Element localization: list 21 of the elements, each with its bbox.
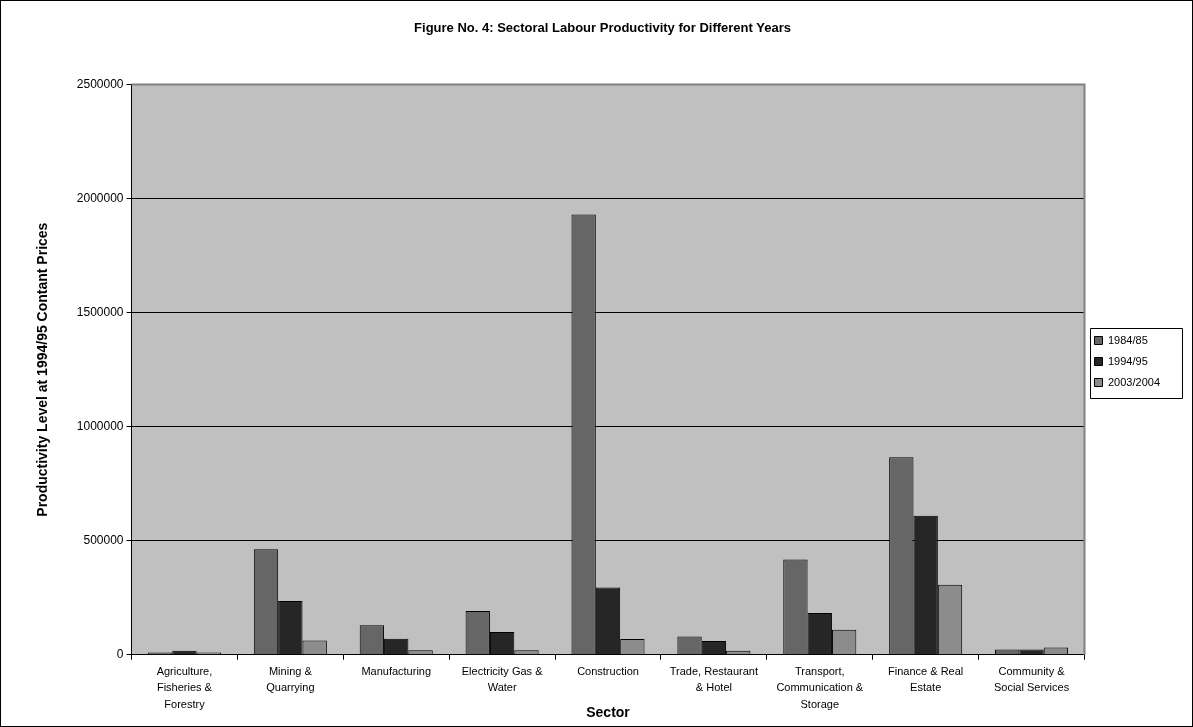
y-tick-label: 0 xyxy=(116,647,124,662)
x-tick-label: Construction xyxy=(577,664,639,677)
x-tick-label: Manufacturing xyxy=(361,664,432,677)
x-tick-label: Mining & Quarrying xyxy=(266,664,315,694)
y-tick-label: 500000 xyxy=(83,532,124,547)
chart-title: Figure No. 4: Sectoral Labour Productivity for Different Years xyxy=(414,20,791,36)
x-tick-label: Agriculture, Fisheries & Forestry xyxy=(156,664,213,710)
x-axis-title: Sector xyxy=(586,704,631,721)
x-tick-label: Finance & Real Estate xyxy=(888,664,964,694)
y-tick-label: 2500000 xyxy=(76,76,124,91)
x-tick-label: Transport, Communication & Storage xyxy=(776,664,864,710)
legend-label: 1984/85 xyxy=(1108,333,1148,346)
x-tick-label: Trade, Restaurant & Hotel xyxy=(669,664,759,694)
y-tick-label: 2000000 xyxy=(76,190,124,205)
y-tick-label: 1500000 xyxy=(76,304,124,319)
y-tick-label: 1000000 xyxy=(76,418,124,433)
x-tick-label: Community & Social Services xyxy=(993,664,1070,694)
y-axis-title: Productivity Level at 1994/95 Contant Prices xyxy=(34,222,51,517)
legend-label: 1994/95 xyxy=(1108,354,1148,367)
legend-label: 2003/2004 xyxy=(1108,375,1160,388)
x-tick-label: Electricity Gas & Water xyxy=(461,664,544,694)
